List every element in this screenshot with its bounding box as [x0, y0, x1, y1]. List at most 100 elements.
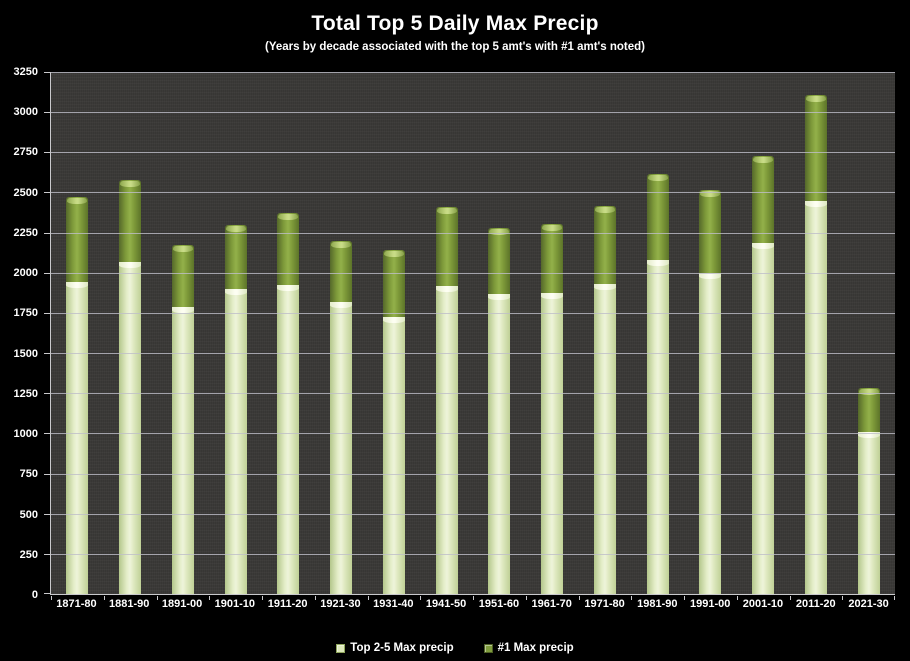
y-axis-tick [44, 72, 50, 73]
y-axis-tick [44, 232, 50, 234]
y-tick-label-2500: 2500 [13, 186, 38, 199]
y-tick-label-3250: 3250 [13, 66, 38, 78]
gridline-500 [51, 513, 895, 515]
y-tick-label-500: 500 [19, 508, 38, 521]
bar-1951-60-top2-5-segment [488, 294, 511, 594]
gridline-1750 [51, 312, 895, 314]
x-axis-tick [51, 596, 52, 600]
legend-swatch-top2-5 [336, 643, 346, 653]
x-tick-label-1961-70: 1961-70 [531, 598, 572, 610]
x-tick-label-1981-90: 1981-90 [637, 598, 678, 610]
legend-label-top2-5: Top 2-5 Max precip [350, 642, 454, 654]
x-axis-tick [314, 596, 316, 600]
bar-1871-80-top2-5-segment [66, 281, 89, 594]
gridline-1500 [51, 353, 895, 355]
x-axis-tick [367, 596, 369, 600]
bar-1891-00-top2-5-segment [171, 306, 194, 594]
gridline-3000 [51, 112, 895, 114]
legend-label-num1: #1 Max precip [497, 642, 574, 654]
y-axis-tick [44, 353, 50, 355]
bar-1891-00-num1-segment [171, 245, 194, 307]
y-axis: 0 250 500 750 1000 1250 1500 1750 2000 2250 2500 27… [0, 66, 44, 601]
x-tick-label-1971-80: 1971-80 [584, 598, 625, 610]
x-axis-tick [209, 596, 211, 600]
bar-slot-1951-60 [473, 72, 526, 594]
legend-item-num1: #1 Max precip [483, 642, 574, 654]
gridline-2500 [51, 192, 895, 194]
gridline-250 [51, 553, 895, 555]
bar-2011-20-num1-segment [804, 94, 827, 202]
x-tick-label-1991-00: 1991-00 [689, 598, 731, 610]
bar-1921-30-num1-segment [330, 241, 353, 302]
y-tick-label-1500: 1500 [13, 347, 38, 360]
bar-slot-1911-20 [262, 72, 315, 594]
bar-2001-10-num1-segment [752, 156, 775, 244]
bar-slot-1971-80 [579, 72, 632, 594]
x-axis-tick [473, 596, 474, 600]
x-axis-tick [894, 596, 895, 600]
bar-slot-1941-50 [420, 72, 473, 594]
y-axis-tick [44, 272, 50, 274]
y-axis-tick [44, 593, 50, 594]
bar-2021-30-top2-5-segment [857, 431, 880, 594]
bar-1981-90-num1-segment [646, 174, 669, 260]
y-tick-label-1000: 1000 [13, 428, 38, 441]
chart-subtitle: (Years by decade associated with the top… [265, 41, 645, 53]
x-axis-tick [842, 596, 844, 600]
y-axis-tick [44, 473, 50, 475]
bar-1971-80-top2-5-segment [593, 284, 616, 594]
gridline-3250 [51, 72, 895, 73]
x-tick-label-1931-40: 1931-40 [373, 598, 414, 610]
bar-1941-50-num1-segment [435, 206, 458, 286]
x-axis-tick [525, 596, 527, 600]
x-tick-label-1921-30: 1921-30 [320, 598, 361, 610]
x-axis-tick [420, 596, 422, 600]
y-axis-tick [44, 513, 50, 515]
bar-1961-70-top2-5-segment [541, 292, 564, 594]
gridline-2250 [51, 232, 895, 234]
bar-1961-70-num1-segment [541, 223, 564, 293]
y-tick-label-3000: 3000 [13, 106, 38, 119]
x-tick-label-2001-10: 2001-10 [742, 598, 784, 610]
bar-2011-20-top2-5-segment [804, 201, 827, 594]
x-tick-label-1871-80: 1871-80 [56, 598, 97, 610]
y-tick-label-750: 750 [19, 468, 38, 481]
legend: Top 2-5 Max precip #1 Max precip [0, 642, 910, 654]
bar-slot-2011-20 [790, 72, 843, 594]
gridline-1250 [51, 393, 895, 395]
bar-1931-40-top2-5-segment [382, 316, 405, 594]
bar-slot-1871-80 [51, 72, 104, 594]
x-axis: 1871-80 1881-90 1891-00 1901-10 1911-20 1921-… [50, 598, 895, 610]
legend-swatch-num1 [483, 643, 493, 653]
y-axis-tick [44, 553, 50, 555]
bar-1901-10-num1-segment [224, 225, 247, 289]
bar-1871-80-num1-segment [66, 197, 89, 282]
bars-container [51, 72, 895, 594]
bar-slot-2001-10 [737, 72, 790, 594]
bar-1921-30-top2-5-segment [330, 301, 353, 594]
bar-1911-20-top2-5-segment [277, 284, 300, 594]
bar-1931-40-num1-segment [382, 249, 405, 317]
bar-1881-90-num1-segment [119, 180, 142, 262]
y-axis-tick [44, 152, 50, 154]
y-tick-label-2250: 2250 [13, 226, 38, 239]
legend-item-top2-5: Top 2-5 Max precip [336, 642, 454, 654]
y-axis-tick [44, 393, 50, 395]
bar-slot-1981-90 [631, 72, 684, 594]
x-axis-tick [103, 596, 105, 600]
bar-2001-10-top2-5-segment [752, 243, 775, 594]
bar-slot-1881-90 [104, 72, 157, 594]
y-axis-tick [44, 112, 50, 114]
y-tick-label-1750: 1750 [13, 307, 38, 320]
gridline-750 [51, 473, 895, 475]
x-tick-label-1941-50: 1941-50 [425, 598, 467, 610]
x-axis-tick [736, 596, 738, 600]
x-axis-tick [789, 596, 791, 600]
x-tick-label-1901-10: 1901-10 [214, 598, 256, 610]
bar-slot-1921-30 [315, 72, 368, 594]
gridline-2750 [51, 152, 895, 154]
y-axis-tick [44, 192, 50, 194]
x-tick-label-1911-20: 1911-20 [267, 598, 308, 610]
x-axis-tick [156, 596, 158, 600]
bar-slot-2021-30 [842, 72, 895, 594]
